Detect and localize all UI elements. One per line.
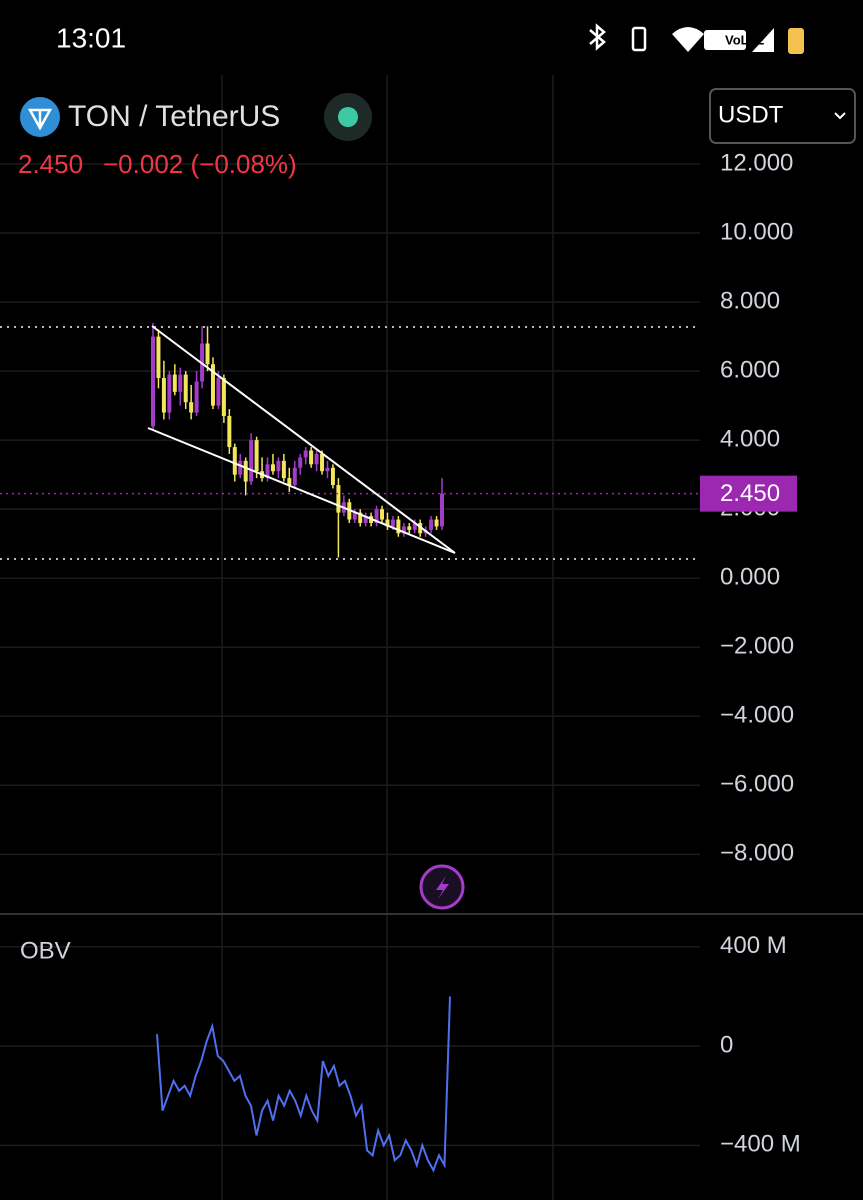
candle-body [396,519,401,534]
y-tick-label: 10.000 [720,218,793,245]
candle-body [298,457,303,468]
candle-body [309,450,314,465]
candle-body [374,509,379,523]
obv-line [156,996,451,1173]
candle-body [281,460,286,479]
candle-body [434,519,439,527]
y-tick-label: −6.000 [720,771,794,798]
candle-body [156,336,161,379]
dropdown-caret [834,112,846,120]
last-price-tag [700,475,797,512]
candle-body [232,447,237,475]
y-tick-label: 400 M [720,932,787,959]
candle-body [330,467,335,486]
candle-body [172,374,177,392]
price: 2.450 [18,149,83,179]
trend-line [147,427,456,554]
candle-body [210,364,215,406]
signal-icon [752,28,774,52]
candle-body [161,378,166,413]
candle-body [183,374,188,403]
status-icons [589,23,804,54]
vertical-grid [221,75,554,1200]
candle-body [189,402,194,413]
last-price-label: 2.450 [720,480,780,507]
candle-body [249,440,254,482]
vibrate-icon [631,26,647,52]
symbol[interactable]: TON / TetherUS [68,100,280,133]
clock: 13:01 [56,22,126,53]
indicator-label: OBV [20,937,71,964]
candle-body [440,493,444,527]
candle-body [429,519,434,530]
candle-body [194,381,199,413]
bluetooth-icon [589,23,606,51]
candle-body [407,526,412,530]
candle-body [352,512,357,520]
candle-body [336,485,341,513]
y-tick-label: 6.000 [720,356,780,383]
y-tick-label: 4.000 [720,425,780,452]
candle-body [401,526,406,534]
y-tick-label: 0 [720,1031,733,1058]
candle-body [221,378,226,416]
y-tick-label: −8.000 [720,840,794,867]
candle-body [254,440,259,472]
candle-body [265,464,270,479]
candle-body [358,512,363,523]
candle-body [390,519,395,527]
trend-line [151,325,456,554]
candle-body [243,460,248,482]
price-change: −0.002 (−0.08%) [103,149,297,179]
candle-body [385,519,390,527]
currency-select[interactable] [709,88,856,144]
y-tick-label: 12.000 [720,149,793,176]
candle-body [238,460,243,475]
candle-body [380,509,385,520]
candle-body [227,415,232,448]
market-status [338,107,358,127]
battery-icon [788,28,804,54]
candle-body [270,464,275,472]
candle-body [287,478,292,486]
flash-icon [436,876,449,899]
candle-body [205,343,210,365]
candle-body [320,453,325,472]
y-tick-label: −4.000 [720,702,794,729]
y-tick-label: −400 M [720,1131,801,1158]
y-tick-label: −2.000 [720,633,794,660]
volte-label: VoLTE [725,32,765,47]
candle-body [216,378,221,406]
candle-body [151,336,155,427]
currency-label[interactable]: USDT [718,101,784,128]
candle-body [314,453,319,465]
wifi-icon [672,27,704,52]
candle-body [276,460,281,472]
candle-body [292,467,297,486]
candle-body [178,374,183,392]
candle-body [167,374,172,413]
candle-body [412,522,417,530]
y-tick-label: 8.000 [720,287,780,314]
plot: 12.00010.0008.0006.0004.0002.0000.000−2.… [0,149,801,1173]
candle-body [303,450,308,458]
y-tick-label: 0.000 [720,564,780,591]
candle-body [325,467,330,472]
candle-body [363,516,368,523]
wedge-lines [147,325,456,554]
volte-badge [704,30,746,50]
ton-logo-mark [27,108,53,131]
level-lines [0,326,700,560]
